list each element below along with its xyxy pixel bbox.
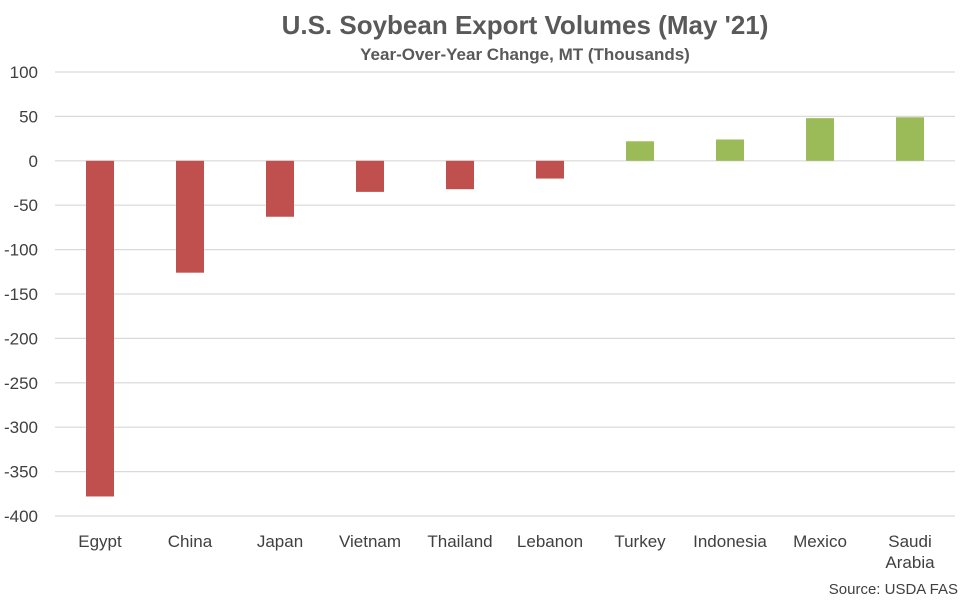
bars [86, 117, 924, 497]
y-tick-label: 50 [19, 107, 38, 126]
x-category-label: Thailand [427, 532, 492, 551]
y-axis-tick-labels: 100 50 0 -50 -100 -150 -200 -250 -300 -350 -400 [4, 63, 38, 526]
bar-vietnam [356, 160, 384, 192]
y-tick-label: -400 [4, 507, 38, 526]
y-tick-label: 100 [10, 63, 38, 82]
chart-title: U.S. Soybean Export Volumes (May '21) [282, 10, 769, 40]
x-category-label: Indonesia [693, 532, 767, 551]
x-category-label: Vietnam [339, 532, 401, 551]
chart-subtitle: Year-Over-Year Change, MT (Thousands) [360, 45, 690, 64]
x-category-label: Lebanon [517, 532, 583, 551]
x-category-label: Japan [257, 532, 303, 551]
y-tick-label: -300 [4, 418, 38, 437]
bar-egypt [86, 160, 114, 497]
x-axis-category-labels: Egypt China Japan Vietnam Thailand Lebanon Tur… [78, 532, 935, 572]
x-category-label: Egypt [78, 532, 122, 551]
y-tick-label: -150 [4, 285, 38, 304]
bar-lebanon [536, 160, 564, 179]
y-tick-label: -200 [4, 329, 38, 348]
x-category-label: Arabia [885, 553, 935, 572]
bar-mexico [806, 118, 834, 161]
bar-saudi-arabia [896, 117, 924, 161]
bar-japan [266, 160, 294, 217]
bar-turkey [626, 141, 654, 161]
gridlines [55, 71, 955, 517]
bar-indonesia [716, 139, 744, 161]
x-category-label: Turkey [614, 532, 666, 551]
source-note: Source: USDA FAS [829, 581, 958, 598]
x-category-label: Mexico [793, 532, 847, 551]
y-tick-label: -350 [4, 463, 38, 482]
x-category-label: China [168, 532, 213, 551]
y-tick-label: 0 [29, 152, 38, 171]
bar-thailand [446, 160, 474, 190]
y-tick-label: -250 [4, 374, 38, 393]
bar-china [176, 160, 204, 273]
y-tick-label: -100 [4, 241, 38, 260]
y-tick-label: -50 [13, 196, 38, 215]
x-category-label: Saudi [888, 532, 931, 551]
